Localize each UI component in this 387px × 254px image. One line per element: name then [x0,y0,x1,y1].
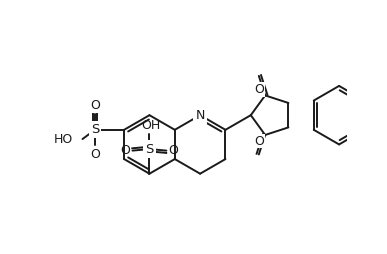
Text: O: O [254,83,264,96]
Text: OH: OH [141,119,161,132]
Text: O: O [90,148,100,161]
Text: O: O [169,144,178,157]
Text: O: O [120,144,130,157]
Text: HO: HO [54,133,73,146]
Text: N: N [195,109,205,122]
Text: S: S [145,142,154,155]
Text: O: O [90,99,100,112]
Text: S: S [91,123,99,136]
Text: O: O [254,135,264,148]
